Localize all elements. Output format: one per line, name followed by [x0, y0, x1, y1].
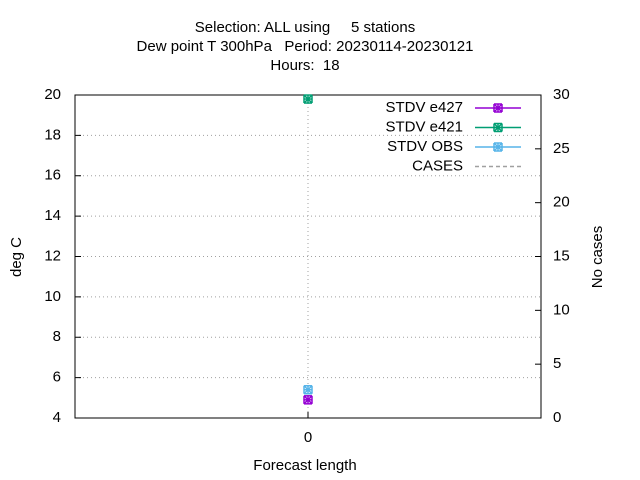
y-tick-label: 18 — [44, 126, 61, 143]
y2-tick-label: 30 — [553, 86, 570, 103]
y-tick-label: 14 — [44, 207, 61, 224]
legend-marker — [493, 103, 503, 113]
y-tick-label: 16 — [44, 167, 61, 184]
y2-tick-label: 0 — [553, 409, 561, 426]
y2-tick-label: 20 — [553, 194, 570, 211]
y2-tick-label: 25 — [553, 140, 570, 157]
y2-tick-label: 15 — [553, 247, 570, 264]
y-tick-label: 4 — [53, 409, 61, 426]
data-point — [303, 384, 313, 395]
y-tick-label: 10 — [44, 288, 61, 305]
y2-axis-label: No cases — [589, 226, 606, 289]
y-tick-label: 6 — [53, 369, 61, 386]
y-axis-label: deg C — [8, 237, 25, 277]
data-point — [303, 94, 313, 104]
y-tick-label: 8 — [53, 328, 61, 345]
y2-tick-label: 5 — [553, 355, 561, 372]
legend-label: STDV OBS — [387, 138, 463, 155]
legend-marker — [493, 142, 503, 152]
title-line: Selection: ALL using 5 stations — [195, 19, 415, 36]
legend-label: STDV e427 — [385, 99, 463, 116]
legend-label: STDV e421 — [385, 118, 463, 135]
legend-label: CASES — [412, 157, 463, 174]
legend-marker — [493, 122, 503, 133]
y2-tick-label: 10 — [553, 301, 570, 318]
x-tick-label: 0 — [304, 429, 312, 446]
title-line: Hours: 18 — [270, 57, 339, 74]
y-tick-label: 12 — [44, 247, 61, 264]
data-point — [303, 395, 313, 405]
title-line: Dew point T 300hPa Period: 20230114-2023… — [137, 38, 474, 55]
x-axis-label: Forecast length — [253, 457, 356, 474]
y-tick-label: 20 — [44, 86, 61, 103]
